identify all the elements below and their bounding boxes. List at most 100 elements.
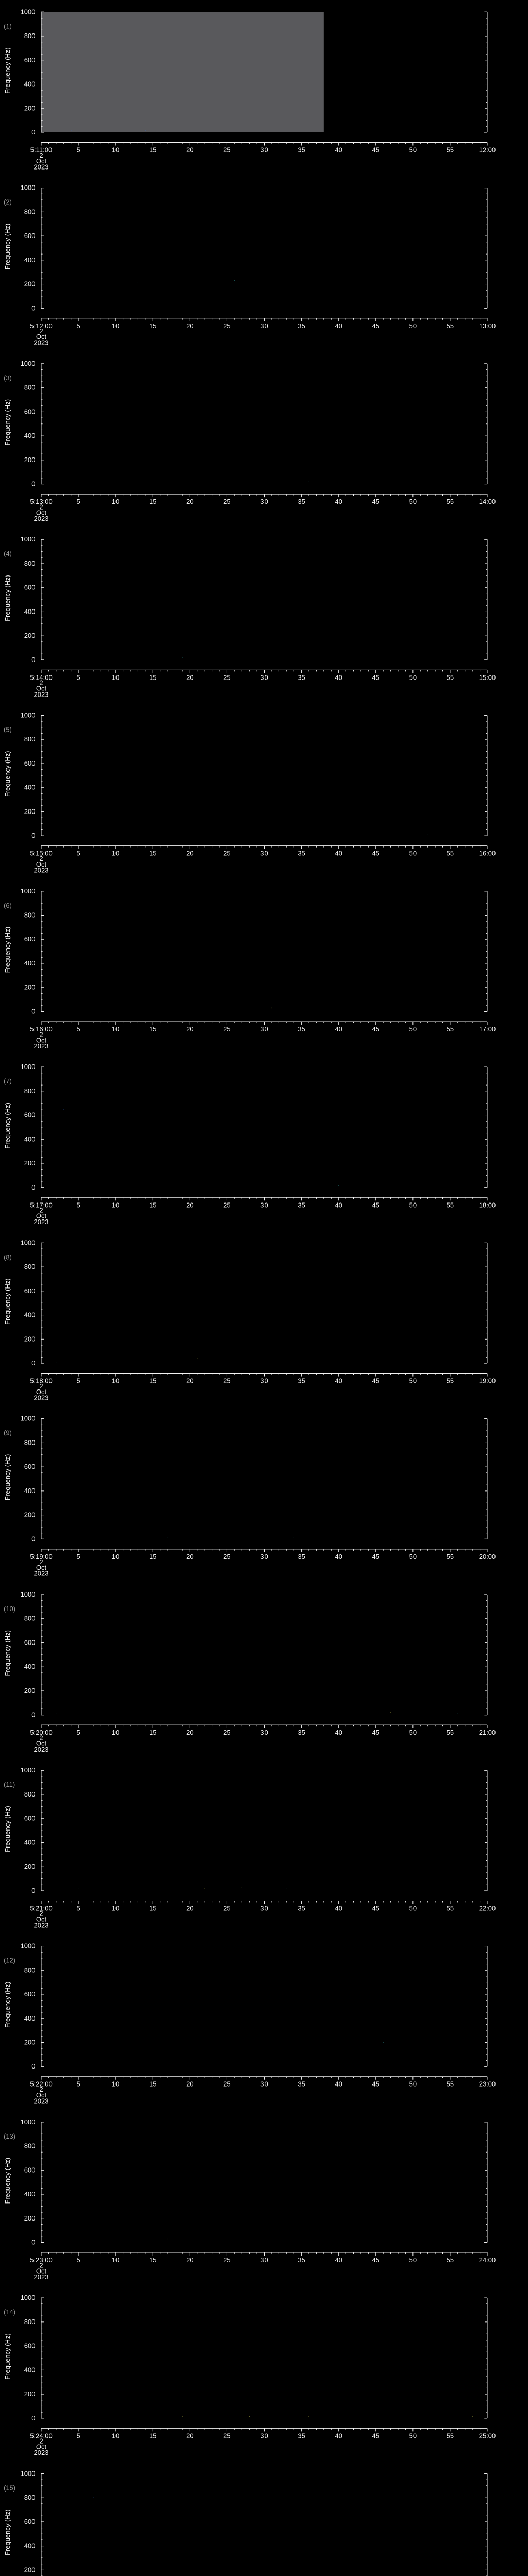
- svg-text:40: 40: [335, 2432, 342, 2439]
- svg-text:15: 15: [149, 1728, 156, 1736]
- svg-text:20: 20: [186, 1025, 193, 1033]
- svg-text:Frequency (Hz): Frequency (Hz): [4, 1806, 11, 1852]
- svg-text:19:00: 19:00: [479, 1377, 496, 1385]
- svg-text:Frequency (Hz): Frequency (Hz): [4, 1630, 11, 1676]
- svg-text:2023: 2023: [34, 1745, 49, 1753]
- svg-text:40: 40: [335, 850, 342, 857]
- svg-text:5: 5: [76, 1025, 80, 1033]
- svg-text:600: 600: [24, 1638, 36, 1646]
- svg-text:24:00: 24:00: [479, 2256, 496, 2264]
- svg-text:10: 10: [112, 2432, 119, 2439]
- svg-text:1000: 1000: [21, 1766, 36, 1774]
- svg-text:40: 40: [335, 2256, 342, 2264]
- svg-text:15: 15: [149, 1553, 156, 1561]
- svg-text:600: 600: [24, 584, 36, 591]
- svg-text:17:00: 17:00: [479, 1025, 496, 1033]
- svg-text:1000: 1000: [21, 1239, 36, 1246]
- svg-text:15: 15: [149, 1201, 156, 1209]
- svg-text:35: 35: [298, 1728, 305, 1736]
- svg-text:0: 0: [31, 1711, 35, 1719]
- svg-text:45: 45: [372, 2080, 380, 2088]
- svg-text:55: 55: [447, 322, 454, 330]
- svg-text:45: 45: [372, 1201, 380, 1209]
- svg-text:25: 25: [223, 850, 230, 857]
- svg-text:15: 15: [149, 2080, 156, 2088]
- svg-text:20: 20: [186, 1377, 193, 1385]
- svg-text:(15): (15): [4, 2484, 15, 2492]
- svg-text:600: 600: [24, 232, 36, 240]
- svg-text:55: 55: [447, 1025, 454, 1033]
- svg-text:55: 55: [447, 850, 454, 857]
- svg-text:45: 45: [372, 146, 380, 154]
- svg-text:0: 0: [31, 832, 35, 839]
- svg-text:200: 200: [24, 456, 36, 464]
- svg-text:30: 30: [260, 1728, 268, 1736]
- svg-text:Frequency (Hz): Frequency (Hz): [4, 1278, 11, 1325]
- svg-text:Frequency (Hz): Frequency (Hz): [4, 575, 11, 621]
- svg-text:45: 45: [372, 322, 380, 330]
- svg-text:50: 50: [409, 2080, 417, 2088]
- svg-text:Frequency (Hz): Frequency (Hz): [4, 1982, 11, 2028]
- svg-text:20: 20: [186, 2432, 193, 2439]
- svg-text:5: 5: [76, 673, 80, 681]
- svg-text:5: 5: [76, 2080, 80, 2088]
- svg-text:30: 30: [260, 2432, 268, 2439]
- svg-text:50: 50: [409, 1904, 417, 1912]
- svg-text:Frequency (Hz): Frequency (Hz): [4, 2333, 11, 2380]
- svg-text:0: 0: [31, 304, 35, 312]
- svg-text:(9): (9): [4, 1429, 12, 1437]
- svg-text:200: 200: [24, 1159, 36, 1167]
- svg-text:2023: 2023: [34, 1394, 49, 1401]
- svg-text:(1): (1): [4, 22, 12, 30]
- svg-text:40: 40: [335, 1728, 342, 1736]
- svg-text:Frequency (Hz): Frequency (Hz): [4, 751, 11, 798]
- svg-text:1000: 1000: [21, 2469, 36, 2477]
- svg-text:800: 800: [24, 735, 36, 743]
- svg-text:400: 400: [24, 1487, 36, 1495]
- svg-text:600: 600: [24, 1111, 36, 1119]
- svg-text:55: 55: [447, 1904, 454, 1912]
- svg-text:55: 55: [447, 673, 454, 681]
- svg-text:50: 50: [409, 1377, 417, 1385]
- svg-text:5: 5: [76, 322, 80, 330]
- svg-text:2023: 2023: [34, 690, 49, 698]
- svg-text:800: 800: [24, 1263, 36, 1270]
- svg-text:200: 200: [24, 104, 36, 112]
- svg-text:35: 35: [298, 1201, 305, 1209]
- svg-text:35: 35: [298, 1553, 305, 1561]
- svg-text:400: 400: [24, 1311, 36, 1319]
- svg-text:400: 400: [24, 2190, 36, 2198]
- svg-text:800: 800: [24, 560, 36, 567]
- svg-text:15: 15: [149, 2256, 156, 2264]
- svg-text:50: 50: [409, 1553, 417, 1561]
- svg-text:(3): (3): [4, 374, 12, 382]
- svg-text:0: 0: [31, 2414, 35, 2422]
- svg-text:1000: 1000: [21, 1063, 36, 1071]
- svg-text:800: 800: [24, 2494, 36, 2501]
- svg-text:40: 40: [335, 322, 342, 330]
- svg-text:50: 50: [409, 146, 417, 154]
- svg-text:45: 45: [372, 1728, 380, 1736]
- svg-text:30: 30: [260, 146, 268, 154]
- svg-text:40: 40: [335, 1025, 342, 1033]
- svg-text:600: 600: [24, 1815, 36, 1822]
- svg-text:30: 30: [260, 673, 268, 681]
- svg-text:Frequency (Hz): Frequency (Hz): [4, 1103, 11, 1149]
- svg-text:400: 400: [24, 959, 36, 967]
- svg-text:50: 50: [409, 498, 417, 505]
- svg-text:1000: 1000: [21, 2118, 36, 2126]
- svg-text:5: 5: [76, 2256, 80, 2264]
- svg-text:600: 600: [24, 2342, 36, 2350]
- svg-text:20: 20: [186, 850, 193, 857]
- svg-text:35: 35: [298, 2256, 305, 2264]
- svg-text:1000: 1000: [21, 8, 36, 15]
- svg-text:0: 0: [31, 1183, 35, 1191]
- svg-text:35: 35: [298, 1904, 305, 1912]
- svg-text:10: 10: [112, 673, 119, 681]
- svg-text:20: 20: [186, 498, 193, 505]
- svg-text:15: 15: [149, 498, 156, 505]
- svg-text:50: 50: [409, 1025, 417, 1033]
- svg-text:15: 15: [149, 1377, 156, 1385]
- svg-text:55: 55: [447, 2256, 454, 2264]
- svg-text:30: 30: [260, 1377, 268, 1385]
